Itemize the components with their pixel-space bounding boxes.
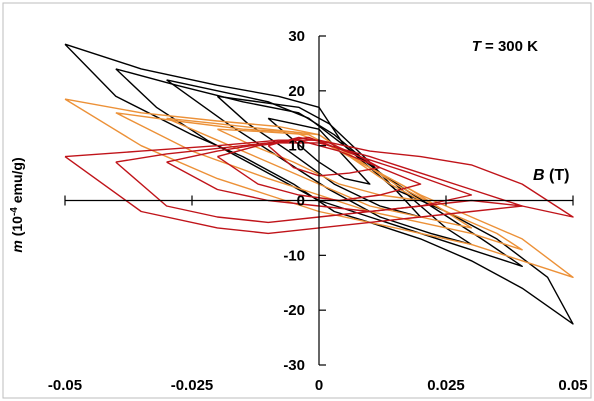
y-axis-label: m (10-4 emu/g): [9, 157, 26, 252]
y-tick-label: -30: [283, 357, 305, 374]
annotation-value: = 300 K: [481, 38, 538, 55]
hysteresis-loop: [115, 142, 523, 224]
ticks-layer: -0.05 -0.025 0 0.025 0.05 -30 -20 -10 0 10 20 30: [48, 28, 588, 394]
x-axis-label: B (T): [533, 167, 569, 184]
y-tick-label: 20: [288, 83, 305, 100]
x-axis-label-symbol: B: [533, 167, 545, 184]
y-tick-label: 0: [297, 193, 305, 210]
y-tick-label: 30: [288, 28, 305, 45]
x-tick-label: -0.05: [48, 377, 82, 394]
x-tick-label: 0.05: [558, 377, 587, 394]
y-tick-label: -10: [283, 247, 305, 264]
hysteresis-loop: [166, 117, 473, 229]
series-layer: [64, 43, 574, 325]
x-tick-label: -0.025: [171, 377, 214, 394]
y-axis-label-post: emu/g): [9, 157, 25, 207]
hysteresis-loop: [267, 117, 371, 185]
hysteresis-loop: [115, 112, 523, 251]
y-axis-label-symbol: m: [9, 240, 25, 252]
y-axis-label-exponent: -4: [9, 207, 20, 216]
hysteresis-loop: [64, 139, 574, 235]
x-axis-label-unit: (T): [545, 167, 570, 184]
y-tick-label: 10: [288, 138, 305, 155]
hysteresis-loop: [217, 139, 422, 202]
series-1: [64, 43, 574, 325]
temperature-annotation: T = 300 K: [472, 38, 538, 55]
hysteresis-loop: [267, 136, 381, 177]
hysteresis-loop: [115, 68, 523, 267]
y-axis-label-pre: (10: [9, 216, 25, 240]
annotation-symbol: T: [472, 38, 483, 55]
hysteresis-loop: [64, 43, 574, 325]
y-tick-label: -20: [283, 302, 305, 319]
hysteresis-loop: [64, 98, 574, 278]
x-tick-label: 0.025: [427, 377, 465, 394]
x-tick-label: 0: [315, 377, 323, 394]
